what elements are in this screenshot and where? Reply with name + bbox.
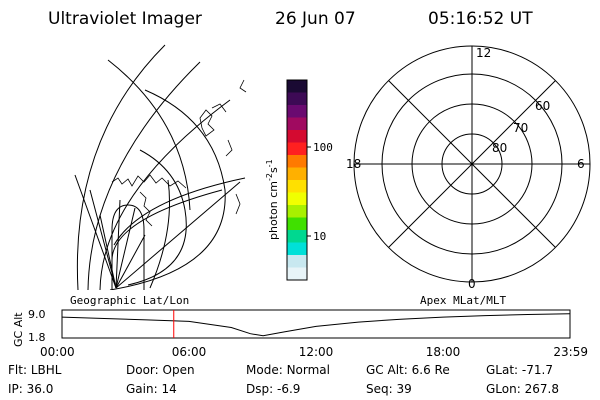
info-ip: IP: 36.0	[8, 382, 53, 396]
colorbar-cell	[287, 242, 307, 256]
colorbar-unit-label: photon cm-2s-1	[265, 159, 280, 240]
polar-labels: 12 18 6 0 60 70 80	[346, 46, 585, 291]
coastline	[111, 174, 187, 189]
altitude-xtick-label: 12:00	[299, 345, 334, 359]
mlat-label-70: 70	[513, 121, 528, 135]
altitude-xtick-label: 23:59	[553, 345, 588, 359]
colorbar-cell	[287, 167, 307, 181]
header: Ultraviolet Imager 26 Jun 07 05:16:52 UT	[48, 9, 533, 29]
coastline	[139, 191, 153, 227]
mlt-label-6: 6	[577, 157, 585, 171]
altitude-xtick-label: 06:00	[172, 345, 207, 359]
info-door: Door: Open	[126, 363, 195, 377]
info-gc-alt: GC Alt: 6.6 Re	[366, 363, 450, 377]
geo-lat-arc	[99, 99, 231, 290]
colorbar-cell	[287, 155, 307, 168]
altitude-xtick-label: 18:00	[426, 345, 461, 359]
coastline	[199, 109, 215, 137]
geo-map-label: Geographic Lat/Lon	[70, 294, 189, 307]
date-label: 26 Jun 07	[275, 9, 356, 29]
info-dsp: Dsp: -6.9	[246, 382, 300, 396]
info-gain: Gain: 14	[126, 382, 177, 396]
colorbar-cell	[287, 217, 307, 231]
altitude-ytick-bottom: 1.8	[28, 331, 46, 344]
colorbar-tick-100: 100	[313, 141, 333, 154]
altitude-xtick-label: 00:00	[40, 345, 75, 359]
colorbar: 100 10 photon cm-2s-1	[265, 79, 333, 281]
colorbar-cell	[287, 230, 307, 243]
colorbar-frame	[286, 79, 308, 281]
mlt-label-0: 0	[468, 277, 476, 291]
geo-lon-arc	[107, 59, 191, 211]
geo-meridian	[115, 199, 121, 289]
coastline	[211, 103, 227, 113]
colorbar-cell	[287, 130, 307, 143]
geo-meridian	[74, 174, 117, 289]
geo-meridian	[115, 207, 136, 289]
geo-meridian	[99, 214, 117, 289]
mlt-label-18: 18	[346, 157, 361, 171]
time-label: 05:16:52 UT	[428, 9, 533, 29]
colorbar-cell	[287, 105, 307, 118]
geo-lon-arc	[149, 179, 170, 289]
coastline	[239, 79, 247, 93]
colorbar-cell	[287, 92, 307, 106]
colorbar-cell	[287, 80, 307, 93]
coastline	[235, 193, 241, 215]
polar-plot	[353, 45, 591, 283]
instrument-title: Ultraviolet Imager	[48, 9, 202, 29]
coastline	[225, 139, 233, 157]
geo-meridian	[89, 189, 117, 289]
geo-lat-arc	[76, 44, 166, 290]
polar-diagonal	[388, 80, 556, 248]
geographic-map	[74, 44, 247, 290]
info-seq: Seq: 39	[366, 382, 412, 396]
colorbar-cell	[287, 117, 307, 131]
colorbar-tick-10: 10	[313, 230, 326, 243]
colorbar-cell	[287, 192, 307, 206]
altitude-ytick-top: 9.0	[28, 308, 46, 321]
geo-meridian	[115, 181, 241, 289]
info-panel: Flt: LBHL Door: Open Mode: Normal GC Alt…	[8, 363, 559, 396]
altitude-series-line	[61, 313, 570, 337]
geo-meridian	[115, 234, 146, 289]
geo-lat-arc	[87, 61, 201, 290]
altitude-chart: GC Alt 9.0 1.8 00:00 06:00 12:00 18:00 23:59	[12, 308, 588, 359]
mlat-label-60: 60	[535, 99, 550, 113]
info-mode: Mode: Normal	[246, 363, 330, 377]
geo-lon-arc	[109, 89, 226, 290]
altitude-chart-frame	[61, 309, 571, 339]
info-flt: Flt: LBHL	[8, 363, 62, 377]
mlat-label-80: 80	[492, 141, 507, 155]
geo-lon-arc	[127, 149, 187, 286]
geo-lat-arc	[113, 177, 246, 246]
altitude-ylabel: GC Alt	[12, 312, 25, 347]
info-glat: GLat: -71.7	[486, 363, 553, 377]
colorbar-cell	[287, 267, 307, 281]
mlt-label-12: 12	[476, 46, 491, 60]
geo-lat-arc	[111, 189, 223, 263]
geo-lat-circle	[111, 204, 145, 290]
colorbar-cell	[287, 180, 307, 193]
colorbar-cell	[287, 205, 307, 218]
colorbar-cell	[287, 255, 307, 268]
colorbar-cell	[287, 142, 307, 156]
info-glon: GLon: 267.8	[486, 382, 559, 396]
polar-plot-label: Apex MLat/MLT	[420, 294, 506, 307]
